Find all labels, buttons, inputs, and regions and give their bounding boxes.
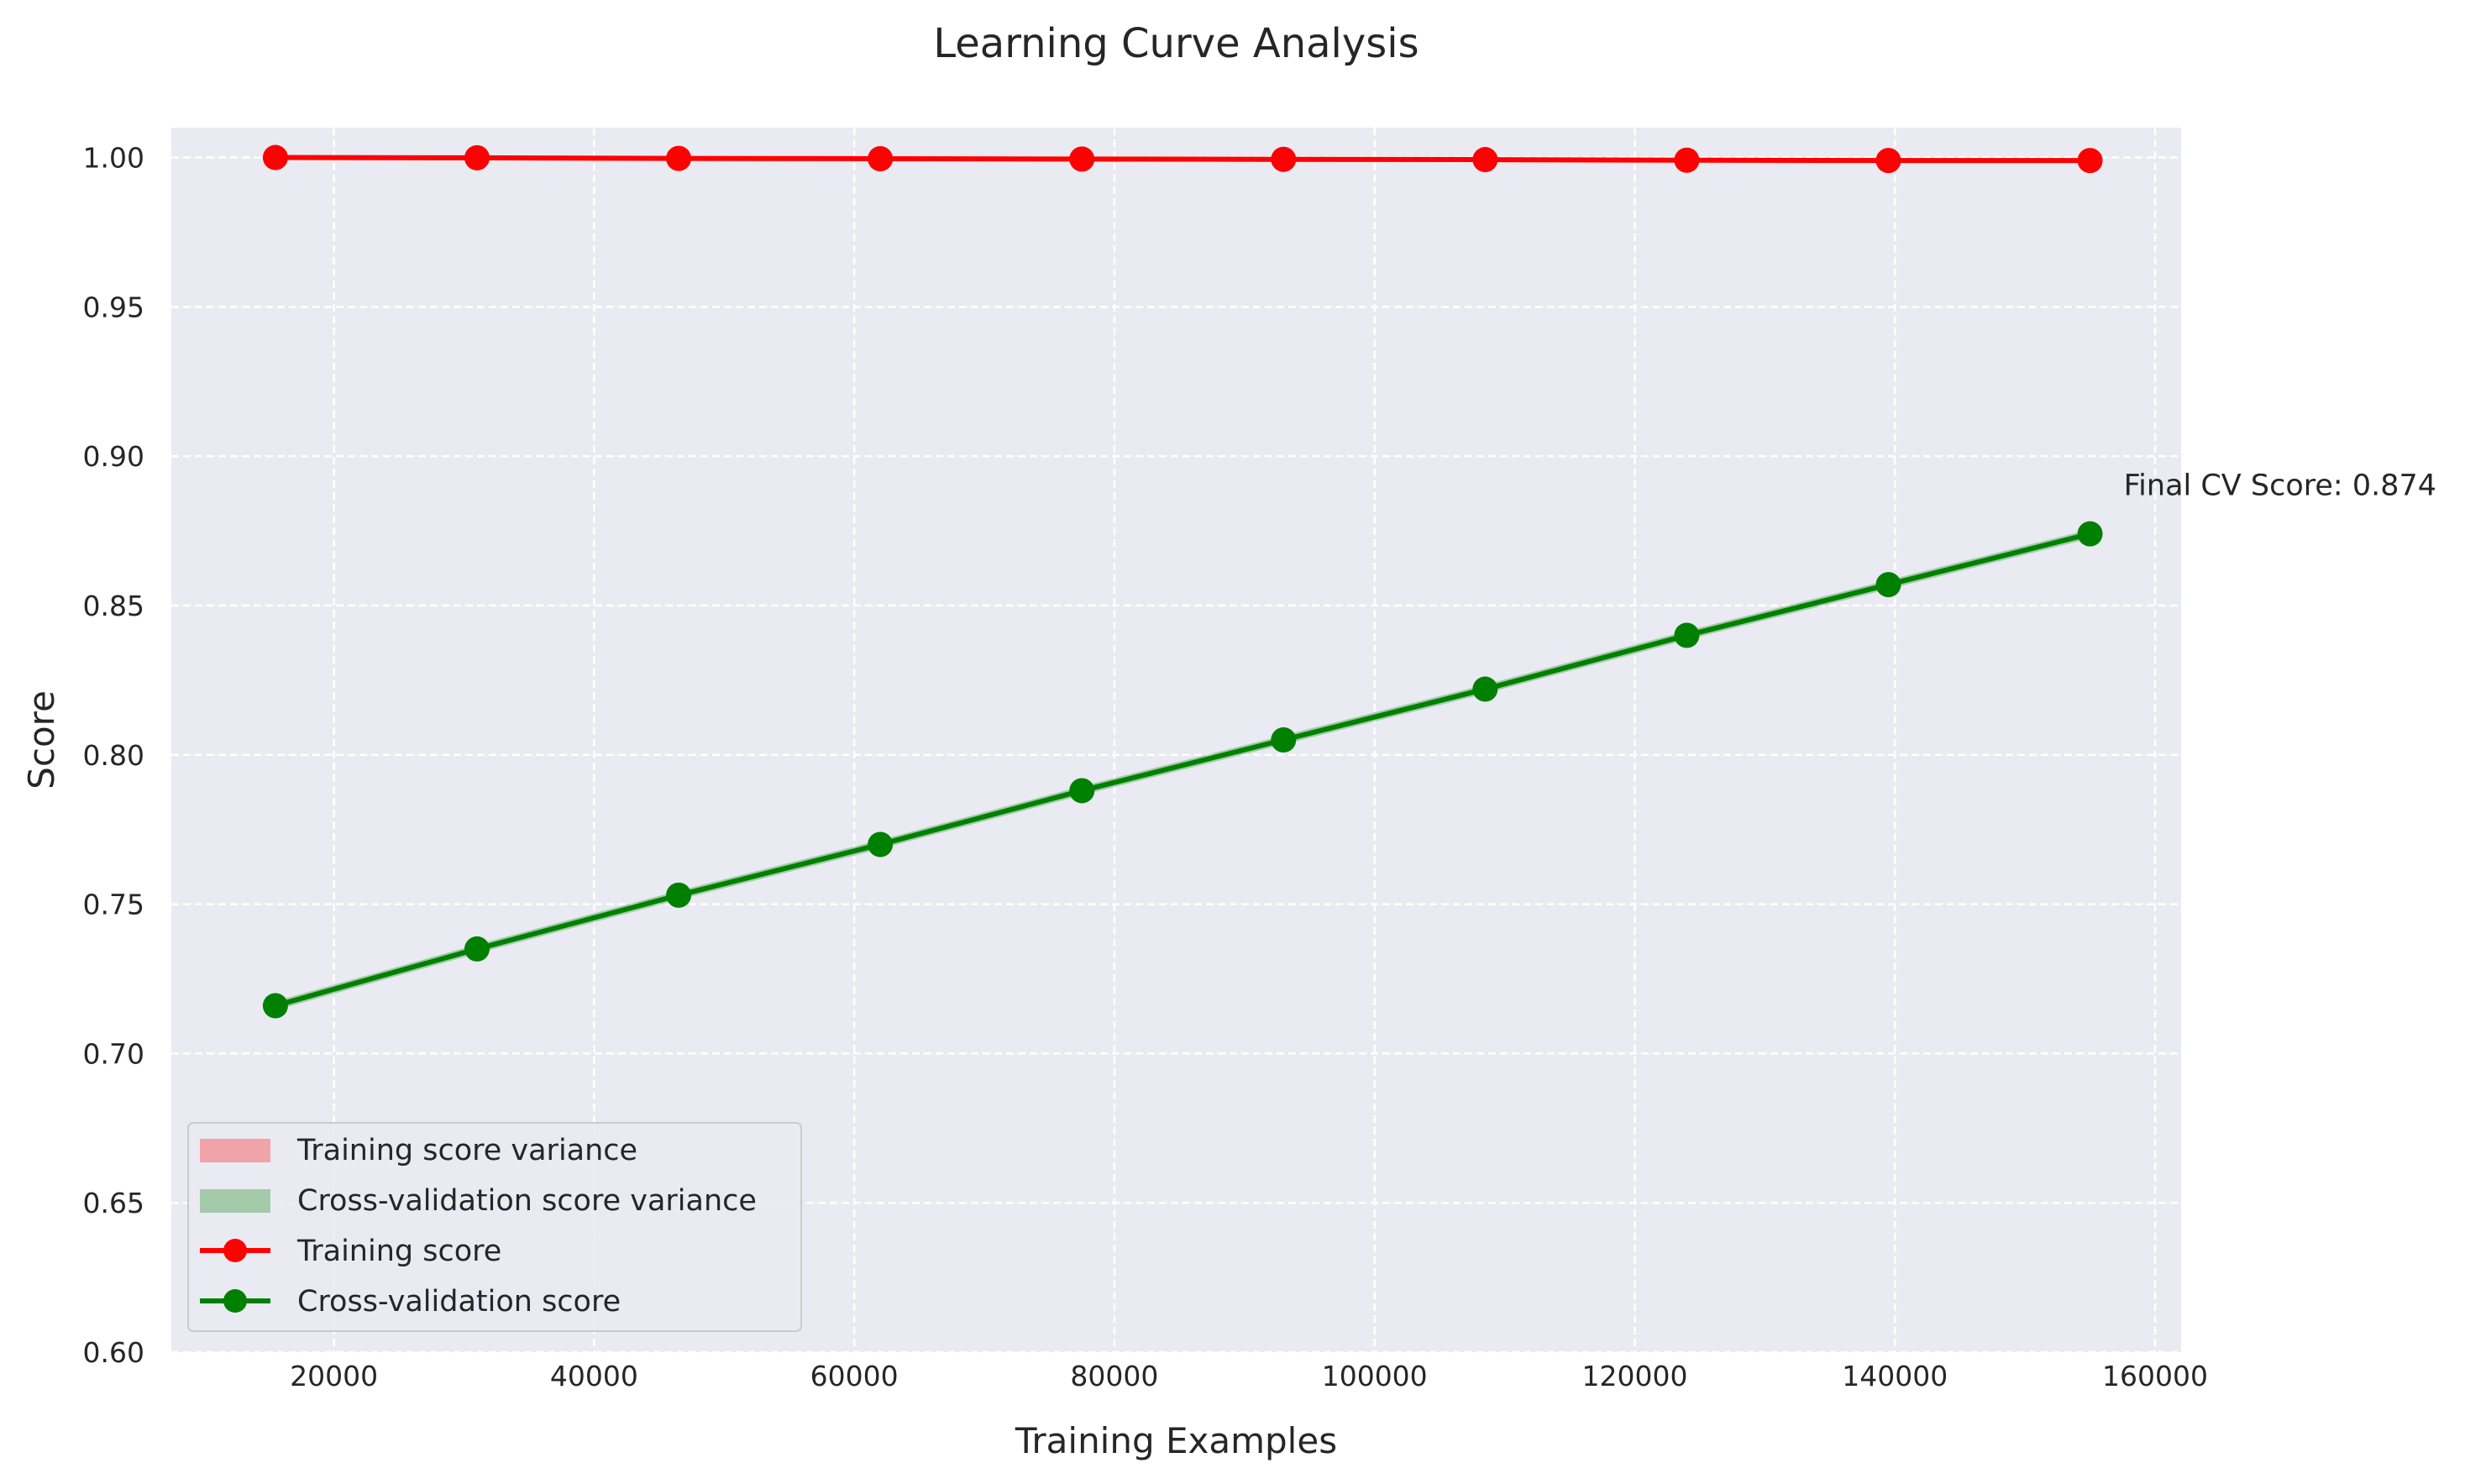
cv-score-point [262, 993, 288, 1019]
cv-score-point [1271, 727, 1297, 752]
cv-score-point [666, 882, 692, 908]
x-tick-label: 140000 [1842, 1360, 1948, 1392]
x-tick-label: 100000 [1322, 1360, 1428, 1392]
series-markers [262, 144, 2103, 1019]
legend-label: Cross-validation score variance [297, 1184, 757, 1218]
training-score-point [1069, 146, 1095, 172]
cv-score-point [2077, 521, 2103, 547]
training-score-point [1472, 147, 1498, 173]
legend-label: Training score variance [296, 1134, 637, 1167]
legend-patch [200, 1139, 270, 1162]
legend: Training score variance Cross-validation … [187, 1122, 802, 1332]
cv-score-line [272, 531, 2093, 1009]
x-tick-label: 160000 [2102, 1360, 2208, 1392]
legend-label: Training score [296, 1235, 501, 1268]
training-score-point [666, 145, 692, 171]
legend-marker [223, 1289, 247, 1313]
training-score-point [262, 144, 288, 170]
x-axis-label: Training Examples [1015, 1420, 1337, 1461]
training-score-line [272, 155, 2093, 164]
cv-score-point [464, 936, 490, 962]
y-tick-label: 0.60 [83, 1336, 144, 1369]
legend-frame [187, 1122, 802, 1332]
cv-score-point [1069, 778, 1095, 804]
y-tick-label: 0.80 [83, 739, 144, 772]
y-tick-label: 0.65 [83, 1187, 144, 1219]
x-tick-label: 60000 [810, 1360, 899, 1392]
legend-patch [200, 1189, 270, 1213]
chart-title: Learning Curve Analysis [933, 20, 1419, 67]
training-score-point [464, 144, 490, 170]
cv-score-point [1875, 572, 1901, 598]
x-tick-label: 40000 [550, 1360, 638, 1392]
y-tick-label: 1.00 [83, 142, 144, 175]
x-axis-ticks: 20000 40000 60000 80000 100000 120000 140000 16… [290, 1360, 2208, 1392]
y-tick-label: 0.95 [83, 291, 144, 323]
y-tick-label: 0.90 [83, 440, 144, 473]
legend-marker [223, 1239, 247, 1262]
final-cv-score-annotation: Final CV Score: 0.874 [2124, 469, 2436, 503]
cv-score-point [868, 831, 894, 857]
training-score-point [1674, 147, 1700, 173]
x-tick-label: 80000 [1070, 1360, 1158, 1392]
cv-score-point [1674, 622, 1700, 648]
training-score-point [2077, 148, 2103, 174]
y-tick-label: 0.70 [83, 1037, 144, 1070]
legend-label: Cross-validation score [297, 1285, 621, 1319]
series-lines [272, 155, 2093, 1009]
y-tick-label: 0.85 [83, 590, 144, 622]
y-tick-label: 0.75 [83, 889, 144, 921]
y-axis-ticks: 0.60 0.65 0.70 0.75 0.80 0.85 0.90 0.95 1.00 [83, 142, 144, 1369]
training-score-point [1271, 146, 1297, 172]
training-score-point [868, 145, 894, 171]
x-tick-label: 120000 [1581, 1360, 1687, 1392]
training-score-point [1875, 148, 1901, 174]
x-tick-label: 20000 [290, 1360, 378, 1392]
y-axis-label: Score [21, 690, 62, 789]
cv-score-point [1472, 676, 1498, 702]
